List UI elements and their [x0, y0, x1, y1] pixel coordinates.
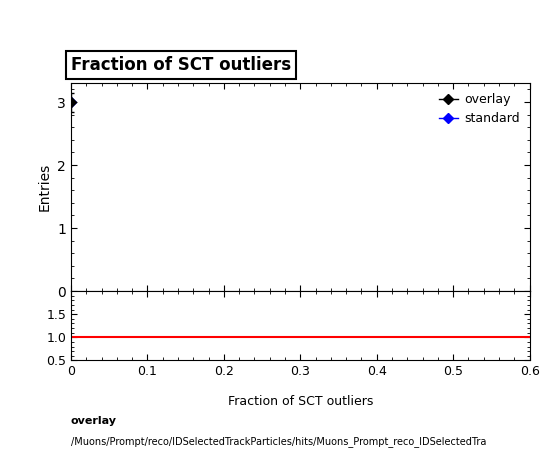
Text: overlay: overlay — [71, 416, 117, 426]
Text: Fraction of SCT outliers: Fraction of SCT outliers — [228, 395, 373, 408]
Legend: overlay, standard: overlay, standard — [435, 90, 524, 129]
Text: Fraction of SCT outliers: Fraction of SCT outliers — [71, 56, 291, 74]
Y-axis label: Entries: Entries — [38, 163, 52, 211]
Text: /Muons/Prompt/reco/IDSelectedTrackParticles/hits/Muons_Prompt_reco_IDSelectedTra: /Muons/Prompt/reco/IDSelectedTrackPartic… — [71, 437, 486, 448]
